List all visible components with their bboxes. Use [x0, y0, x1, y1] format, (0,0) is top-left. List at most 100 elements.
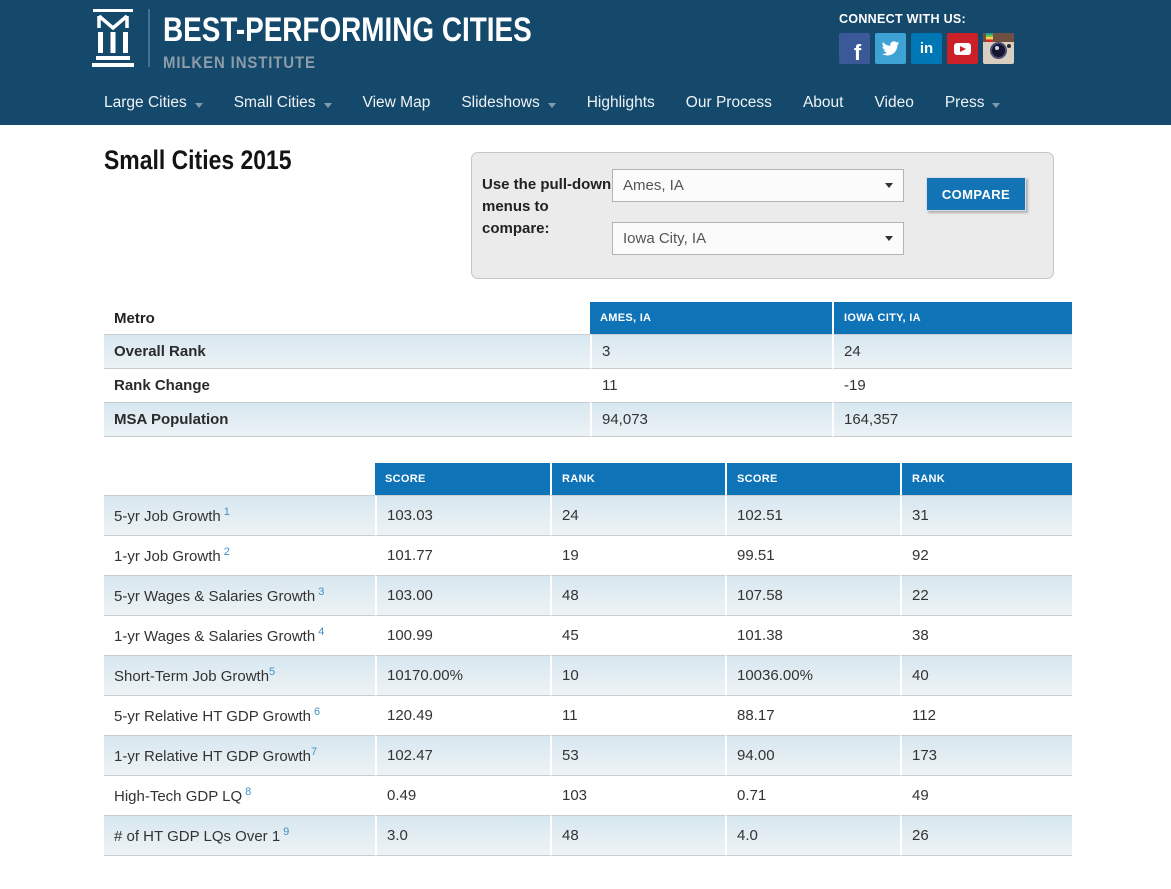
metro-table: Metro AMES, IA IOWA CITY, IA Overall Ran… [104, 302, 1072, 437]
rank-cell: 31 [900, 495, 1072, 535]
rank-cell: 48 [550, 575, 725, 615]
score-cell: 4.0 [725, 815, 900, 856]
linkedin-icon[interactable]: in [911, 33, 942, 64]
cell-value: -19 [832, 368, 1072, 402]
site-subtitle: MILKEN INSTITUTE [163, 53, 316, 72]
column-header-score-1: SCORE [375, 463, 550, 495]
footnote-link[interactable]: 7 [311, 746, 318, 758]
nav-about[interactable]: About [802, 94, 844, 111]
metric-label: # of HT GDP LQs Over 1 [114, 828, 281, 845]
footnote-link[interactable]: 2 [223, 546, 230, 558]
metric-label: Short-Term Job Growth [114, 668, 270, 685]
logo-divider [148, 9, 150, 67]
nav-press[interactable]: Press [945, 94, 1001, 112]
compare-button[interactable]: COMPARE [926, 177, 1026, 211]
site-title: BEST-PERFORMING CITIES [163, 11, 532, 49]
chevron-down-icon [323, 102, 332, 108]
connect-with-us-label: CONNECT WITH US: [839, 12, 967, 26]
rank-cell: 53 [550, 735, 725, 775]
metric-label: 1-yr Job Growth [114, 548, 221, 565]
metric-label: 1-yr Relative HT GDP Growth [114, 748, 311, 765]
nav-large-cities[interactable]: Large Cities [104, 94, 203, 112]
score-cell: 0.71 [725, 775, 900, 815]
compare-instruction: Use the pull-down menus to compare: [482, 176, 612, 237]
city-select-1-value: Ames, IA [623, 177, 684, 194]
score-cell: 107.58 [725, 575, 900, 615]
footnote-link[interactable]: 8 [245, 786, 252, 798]
score-cell: 101.77 [375, 535, 550, 575]
column-header-score-2: SCORE [725, 463, 900, 495]
cell-value: 24 [832, 334, 1072, 368]
rank-cell: 22 [900, 575, 1072, 615]
score-cell: 102.47 [375, 735, 550, 775]
score-cell: 88.17 [725, 695, 900, 735]
rank-cell: 92 [900, 535, 1072, 575]
footnote-link[interactable]: 5 [269, 666, 276, 678]
chevron-down-icon [194, 102, 203, 108]
column-header-iowa-city: IOWA CITY, IA [832, 302, 1072, 334]
column-header-ames: AMES, IA [590, 302, 832, 334]
page-title: Small Cities 2015 [104, 145, 292, 175]
twitter-icon[interactable] [875, 33, 906, 64]
table-row-overall-rank: Overall Rank 3 24 [104, 334, 1072, 368]
table-row: 5-yr Wages & Salaries Growth 3 103.00 48 … [104, 575, 1072, 615]
main-nav: Large Cities Small Cities View Map Slide… [104, 88, 1001, 118]
nav-small-cities[interactable]: Small Cities [234, 94, 332, 112]
rank-cell: 10 [550, 655, 725, 695]
city-select-2-value: Iowa City, IA [623, 230, 707, 247]
table-row-rank-change: Rank Change 11 -19 [104, 368, 1072, 402]
table-row: 5-yr Job Growth 1 103.03 24 102.51 31 [104, 495, 1072, 535]
nav-view-map[interactable]: View Map [362, 94, 431, 111]
chevron-down-icon [547, 102, 556, 108]
score-cell: 102.51 [725, 495, 900, 535]
social-block: CONNECT WITH US: f in [839, 12, 1014, 64]
cell-value: 11 [590, 368, 832, 402]
metric-label: 1-yr Wages & Salaries Growth [114, 628, 316, 645]
metro-header-row: Metro AMES, IA IOWA CITY, IA [104, 302, 1072, 334]
metric-label: 5-yr Relative HT GDP Growth [114, 708, 311, 725]
chevron-down-icon [992, 102, 1001, 108]
score-cell: 10036.00% [725, 655, 900, 695]
score-cell: 100.99 [375, 615, 550, 655]
nav-video[interactable]: Video [874, 94, 914, 111]
empty-header-cell [104, 463, 375, 495]
rank-cell: 173 [900, 735, 1072, 775]
score-cell: 94.00 [725, 735, 900, 775]
table-row: Short-Term Job Growth5 10170.00% 10 1003… [104, 655, 1072, 695]
facebook-icon[interactable]: f [839, 33, 870, 64]
nav-slideshows[interactable]: Slideshows [461, 94, 556, 112]
rank-cell: 19 [550, 535, 725, 575]
score-cell: 0.49 [375, 775, 550, 815]
footnote-link[interactable]: 9 [283, 826, 290, 838]
table-row: 1-yr Wages & Salaries Growth 4 100.99 45 … [104, 615, 1072, 655]
site-logo[interactable]: BEST-PERFORMING CITIES MILKEN INSTITUTE [90, 8, 613, 73]
chevron-down-icon [885, 183, 893, 188]
score-cell: 103.00 [375, 575, 550, 615]
rank-cell: 11 [550, 695, 725, 735]
scores-header-row: SCORE RANK SCORE RANK [104, 463, 1072, 495]
table-row: 1-yr Relative HT GDP Growth7 102.47 53 9… [104, 735, 1072, 775]
rank-cell: 40 [900, 655, 1072, 695]
city-select-2[interactable]: Iowa City, IA [612, 222, 904, 255]
footnote-link[interactable]: 4 [318, 626, 325, 638]
footnote-link[interactable]: 1 [223, 506, 230, 518]
cell-value: 3 [590, 334, 832, 368]
score-cell: 99.51 [725, 535, 900, 575]
score-cell: 10170.00% [375, 655, 550, 695]
metric-label: High-Tech GDP LQ [114, 788, 243, 805]
nav-our-process[interactable]: Our Process [685, 94, 772, 111]
table-row: 1-yr Job Growth 2 101.77 19 99.51 92 [104, 535, 1072, 575]
instagram-icon[interactable] [983, 33, 1014, 64]
footnote-link[interactable]: 3 [318, 586, 325, 598]
cell-value: 94,073 [590, 402, 832, 437]
nav-highlights[interactable]: Highlights [586, 94, 655, 111]
metric-label: 5-yr Job Growth [114, 508, 221, 525]
score-cell: 3.0 [375, 815, 550, 856]
footnote-link[interactable]: 6 [314, 706, 321, 718]
table-row: 5-yr Relative HT GDP Growth 6 120.49 11 8… [104, 695, 1072, 735]
rank-cell: 24 [550, 495, 725, 535]
youtube-icon[interactable] [947, 33, 978, 64]
city-select-1[interactable]: Ames, IA [612, 169, 904, 202]
